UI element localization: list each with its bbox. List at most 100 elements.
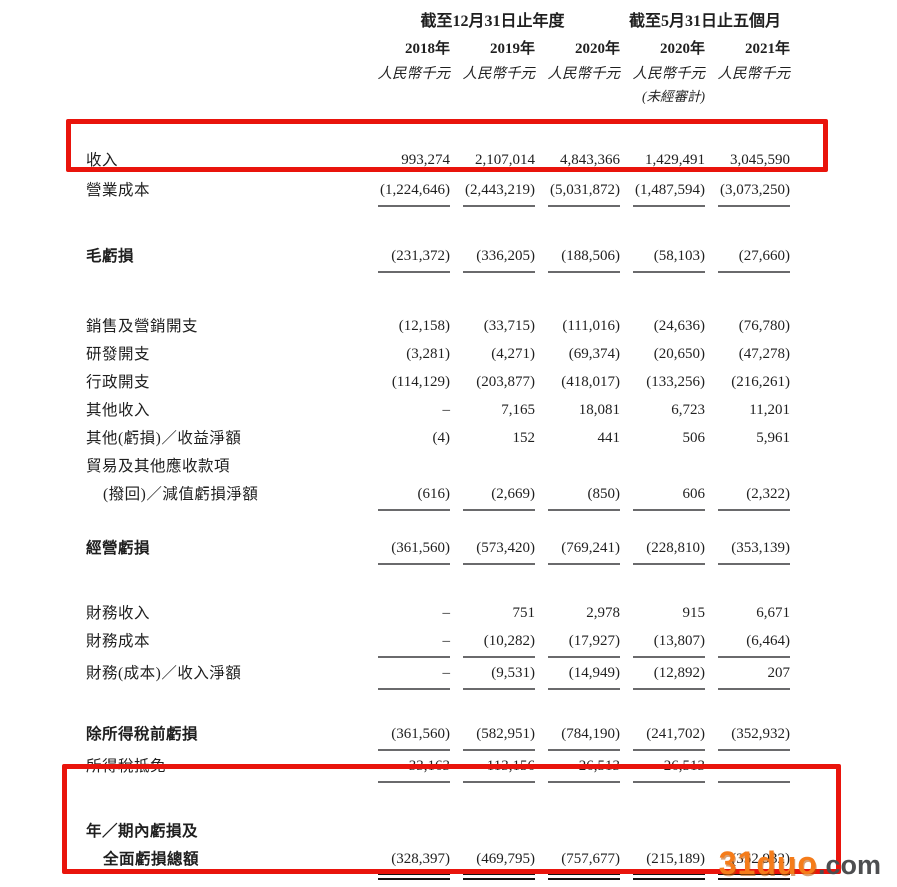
cell-income-tax-credit-col2: 26,513 — [535, 754, 620, 783]
value-total-loss-line1-col1 — [463, 819, 535, 821]
cell-finance-costs-col3: (13,807) — [620, 629, 705, 658]
row-label-loss-before-tax: 除所得稅前虧損 — [86, 726, 199, 743]
value-finance-income-col3: 915 — [682, 605, 706, 621]
cell-revenue-col3: 1,429,491 — [620, 148, 705, 170]
value-rd-expenses-col4: (47,278) — [738, 346, 790, 362]
cell-income-tax-credit-col4: – — [705, 754, 790, 783]
row-total-loss-line2: 全面虧損總額 (328,397) (469,795) (757,677) (215,18… — [86, 847, 790, 880]
row-label-revenue: 收入 — [86, 152, 119, 169]
row-trade-receivables: 貿易及其他應收款項 — [86, 454, 790, 482]
period-group-five-months: 截至5月31日止五個月 — [628, 13, 781, 30]
cell-total-loss-line2-col4: (352,932) — [705, 847, 790, 880]
value-operating-loss-col2: (769,241) — [548, 536, 620, 565]
row-label-total-loss-line2: 全面虧損總額 — [103, 851, 200, 868]
value-cost-of-sales-col3: (1,487,594) — [633, 178, 705, 207]
value-total-loss-line1-col4 — [718, 819, 790, 821]
cell-total-loss-line2-col1: (469,795) — [450, 847, 535, 880]
cell-impairment-net-col0: (616) — [365, 482, 450, 511]
cell-other-gains-net-col1: 152 — [450, 426, 536, 448]
cell-cost-of-sales-col3: (1,487,594) — [620, 178, 705, 207]
value-loss-before-tax-col1: (582,951) — [463, 722, 535, 751]
col-unit-header-0: 人民幣千元 — [377, 66, 451, 82]
cell-total-loss-line1-col1 — [450, 819, 535, 821]
value-cost-of-sales-col1: (2,443,219) — [463, 178, 535, 207]
row-label-rd-expenses: 研發開支 — [86, 346, 151, 363]
value-total-loss-line2-col3: (215,189) — [633, 847, 705, 880]
row-label-other-income: 其他收入 — [86, 402, 151, 419]
value-rd-expenses-col0: (3,281) — [406, 346, 450, 362]
col-year-header-3: 2020年 — [659, 41, 705, 57]
value-income-tax-credit-col0: 33,163 — [378, 754, 450, 783]
cell-trade-receivables-col3 — [620, 454, 705, 456]
cell-operating-loss-col2: (769,241) — [535, 536, 620, 565]
value-selling-marketing-col2: (111,016) — [562, 318, 620, 334]
row-revenue: 收入 993,274 2,107,014 4,843,366 1,429,491 3,04… — [86, 148, 790, 176]
value-total-loss-line2-col0: (328,397) — [378, 847, 450, 880]
value-other-gains-net-col2: 441 — [597, 430, 621, 446]
value-finance-net-col2: (14,949) — [548, 661, 620, 690]
cell-finance-income-col4: 6,671 — [705, 601, 790, 623]
value-income-tax-credit-col2: 26,513 — [548, 754, 620, 783]
value-finance-costs-col1: (10,282) — [463, 629, 535, 658]
value-other-gains-net-col3: 506 — [682, 430, 706, 446]
value-operating-loss-col1: (573,420) — [463, 536, 535, 565]
col-year-header-0: 2018年 — [404, 41, 450, 57]
value-finance-income-col4: 6,671 — [756, 605, 790, 621]
cell-finance-costs-col1: (10,282) — [450, 629, 535, 658]
row-label-finance-income: 財務收入 — [86, 605, 151, 622]
value-revenue-col0: 993,274 — [401, 152, 450, 168]
value-finance-costs-col2: (17,927) — [548, 629, 620, 658]
cell-operating-loss-col1: (573,420) — [450, 536, 535, 565]
row-impairment-net: (撥回)／減值虧損淨額 (616) (2,669) (850) 606 (2,322) — [86, 482, 790, 511]
value-cost-of-sales-col4: (3,073,250) — [718, 178, 790, 207]
value-other-income-col0: – — [442, 402, 451, 418]
label-column-spacer — [86, 86, 365, 108]
value-rd-expenses-col1: (4,271) — [491, 346, 535, 362]
cell-gross-loss-col4: (27,660) — [705, 244, 790, 273]
value-finance-net-col1: (9,531) — [463, 661, 535, 690]
cell-selling-marketing-col4: (76,780) — [705, 314, 790, 336]
value-other-income-col4: 11,201 — [749, 402, 790, 418]
cell-admin-expenses-col2: (418,017) — [535, 370, 620, 392]
value-income-tax-credit-col4: – — [718, 754, 790, 783]
col-unit-header-3: 人民幣千元 — [632, 66, 706, 82]
cell-loss-before-tax-col4: (352,932) — [705, 722, 790, 751]
cell-selling-marketing-col2: (111,016) — [535, 314, 620, 336]
cell-total-loss-line2-col0: (328,397) — [365, 847, 450, 880]
table-body: 收入 993,274 2,107,014 4,843,366 1,429,491 3,04… — [86, 148, 790, 880]
value-revenue-col3: 1,429,491 — [645, 152, 705, 168]
value-finance-costs-col0: – — [378, 629, 450, 658]
value-selling-marketing-col3: (24,636) — [653, 318, 705, 334]
value-gross-loss-col0: (231,372) — [378, 244, 450, 273]
value-cost-of-sales-col0: (1,224,646) — [378, 178, 450, 207]
value-income-tax-credit-col1: 113,156 — [463, 754, 535, 783]
value-trade-receivables-col0 — [378, 454, 450, 456]
cell-finance-net-col2: (14,949) — [535, 661, 620, 690]
cell-other-income-col0: – — [365, 398, 451, 420]
cell-operating-loss-col0: (361,560) — [365, 536, 450, 565]
col-unit-header-4: 人民幣千元 — [717, 66, 791, 82]
cell-other-income-col4: 11,201 — [705, 398, 790, 420]
cell-trade-receivables-col1 — [450, 454, 535, 456]
cell-admin-expenses-col0: (114,129) — [365, 370, 450, 392]
cell-income-tax-credit-col3: 26,513 — [620, 754, 705, 783]
cell-revenue-col4: 3,045,590 — [705, 148, 790, 170]
row-label-finance-costs: 財務成本 — [86, 633, 151, 650]
row-income-tax-credit: 所得稅抵免 33,163 113,156 26,513 26,513– — [86, 754, 790, 783]
watermark-suffix: .com — [817, 850, 881, 880]
value-finance-costs-col3: (13,807) — [633, 629, 705, 658]
col-year-header-2: 2020年 — [574, 41, 620, 57]
value-rd-expenses-col3: (20,650) — [653, 346, 705, 362]
cell-revenue-col0: 993,274 — [365, 148, 450, 170]
unit-header-row: 人民幣千元 人民幣千元 人民幣千元 人民幣千元 人民幣千元 — [86, 62, 791, 86]
cell-finance-net-col4: 207 — [705, 661, 790, 690]
value-gross-loss-col2: (188,506) — [548, 244, 620, 273]
cell-revenue-col2: 4,843,366 — [535, 148, 620, 170]
cell-trade-receivables-col4 — [705, 454, 790, 456]
cell-finance-income-col0: – — [365, 601, 451, 623]
row-label-operating-loss: 經營虧損 — [86, 540, 151, 557]
period-group-annual: 截至12月31日止年度 — [420, 13, 565, 30]
row-label-cost-of-sales: 營業成本 — [86, 182, 151, 199]
cell-operating-loss-col4: (353,139) — [705, 536, 790, 565]
cell-selling-marketing-col3: (24,636) — [620, 314, 705, 336]
